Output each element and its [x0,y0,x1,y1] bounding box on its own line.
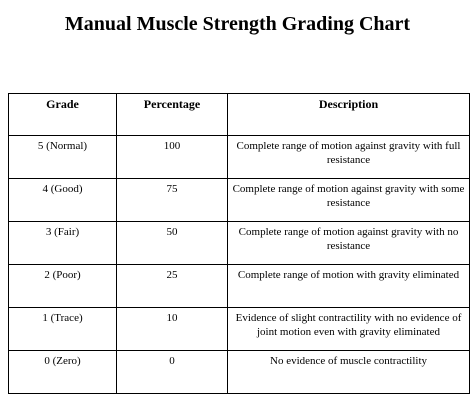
percentage-cell: 75 [116,178,228,222]
table-row: 2 (Poor) 25 Complete range of motion wit… [8,264,470,308]
grade-cell: 3 (Fair) [8,221,117,265]
table-row: 4 (Good) 75 Complete range of motion aga… [8,178,470,222]
percentage-cell: 10 [116,307,228,351]
header-description: Description [227,93,470,136]
percentage-cell: 100 [116,135,228,179]
page-title: Manual Muscle Strength Grading Chart [64,13,411,35]
table-row: 3 (Fair) 50 Complete range of motion aga… [8,221,470,265]
description-cell: No evidence of muscle contractility [227,350,470,394]
grade-cell: 2 (Poor) [8,264,117,308]
description-cell: Complete range of motion against gravity… [227,178,470,222]
table-header-row: Grade Percentage Description [8,93,470,136]
table-row: 5 (Normal) 100 Complete range of motion … [8,135,470,179]
description-cell: Complete range of motion against gravity… [227,221,470,265]
description-cell: Complete range of motion with gravity el… [227,264,470,308]
grade-cell: 5 (Normal) [8,135,117,179]
percentage-cell: 50 [116,221,228,265]
grading-table: Grade Percentage Description 5 (Normal) … [8,93,470,394]
grade-cell: 1 (Trace) [8,307,117,351]
grade-cell: 4 (Good) [8,178,117,222]
percentage-cell: 25 [116,264,228,308]
header-percentage: Percentage [116,93,228,136]
percentage-cell: 0 [116,350,228,394]
description-cell: Complete range of motion against gravity… [227,135,470,179]
header-grade: Grade [8,93,117,136]
description-cell: Evidence of slight contractility with no… [227,307,470,351]
grade-cell: 0 (Zero) [8,350,117,394]
table-row: 0 (Zero) 0 No evidence of muscle contrac… [8,350,470,394]
table-row: 1 (Trace) 10 Evidence of slight contract… [8,307,470,351]
